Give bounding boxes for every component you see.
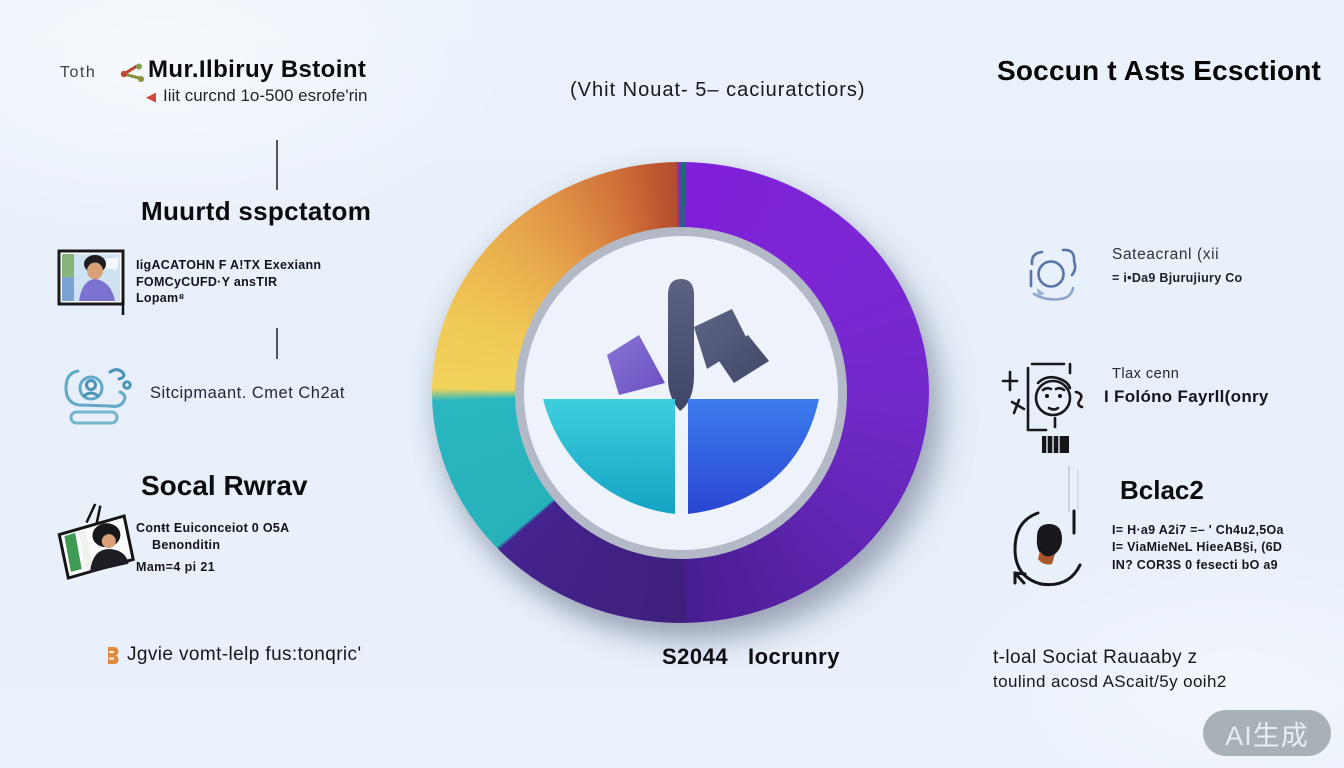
left-item1-line1: IigACATOHN F A!TX Exexiann (136, 258, 322, 272)
top-left-subtitle-text: Iiit curcnd 1o-500 esrofe'rin (163, 86, 368, 105)
robot-camera-icon (60, 364, 144, 435)
right-item3-line3: IN? COR3S 0 fesecti bO a9 (1112, 557, 1278, 572)
left-item1-text: IigACATOHN F A!TX Exexiann FOMCyCUFD·Y a… (136, 257, 321, 307)
top-left-subtitle: ◀ Iiit curcnd 1o-500 esrofe'rin (146, 86, 368, 106)
footer-right: t-loal Sociat Rauaaby z toulind acosd AS… (993, 645, 1227, 694)
top-left-title: Mur.Ilbiruy Bstoint (148, 56, 367, 83)
left-item1-line3: Lopam⁸ (136, 291, 185, 305)
left-section1-title: Muurtd sspctatom (141, 196, 372, 226)
right-item3-line2: I= ViaMieNeL HieeAB§i, (6D (1112, 540, 1283, 555)
center-caption: (Vhit Nouat- 5– caciuratctiors) (570, 79, 866, 101)
right-item3-line1: I= H·a9 A2i7 =– ' Ch4u2,5Oa (1112, 523, 1284, 537)
footer-left: Jgvie vomt-lelp fus:tonqric' (106, 644, 361, 671)
right-item2-line2: I Folóno Fayrll(onry (1104, 387, 1269, 406)
sketch-face-icon (1000, 356, 1096, 465)
left-section2-title: Socal Rwrav (141, 470, 308, 501)
footer-right-line2: toulind acosd AScait/5y ooih2 (993, 671, 1227, 691)
left-item3-text: Conŧt Euiconceiot 0 O5A Benonditin (136, 520, 289, 554)
logo-disc (514, 226, 847, 559)
photo-thumbnail-people (52, 500, 140, 587)
right-item2-line1: Tlax cenn (1112, 366, 1180, 382)
ai-generated-watermark: AI生成 (1203, 710, 1331, 756)
right-item1-line1: Sateacranl (xii (1112, 246, 1220, 263)
left-item3-meta: Mam=4 pi 21 (136, 560, 216, 574)
connector-line (276, 140, 278, 190)
orange-glyph-icon (106, 646, 119, 671)
photo-thumbnail-person (57, 247, 129, 322)
footer-right-line1: t-loal Sociat Rauaaby z (993, 647, 1198, 668)
right-section-title: Bclac2 (1120, 475, 1204, 505)
left-item3-line2: Benonditin (152, 537, 221, 552)
top-right-title: Soccun t Asts Ecsctiont (997, 55, 1322, 86)
red-triangle-icon: ◀ (146, 88, 156, 104)
sketch-head-icon (1006, 503, 1096, 604)
footer-center-text: S2044 Iocrunry (662, 644, 840, 669)
faint-line (1068, 466, 1070, 512)
faint-line (1077, 470, 1079, 510)
left-item1-line2: FOMCyCUFD·Y ansTIR (136, 274, 278, 289)
right-item1-line2: = i•Da9 Bjurujiury Co (1112, 271, 1243, 285)
kicker-text: Toth (60, 64, 97, 81)
share-nodes-icon (120, 62, 148, 91)
donut-ring-chart (432, 162, 929, 623)
camera-outline-icon (1018, 241, 1088, 316)
brand-logo (542, 278, 819, 514)
right-item3-text: I= H·a9 A2i7 =– ' Ch4u2,5Oa I= ViaMieNeL… (1112, 522, 1284, 574)
left-item3-line1: Conŧt Euiconceiot 0 O5A (136, 521, 290, 535)
connector-line (276, 328, 278, 359)
left-item2-label: Sitcipmaant. Cmet Ch2at (150, 384, 345, 402)
footer-left-text: Jgvie vomt-lelp fus:tonqric' (127, 644, 362, 665)
